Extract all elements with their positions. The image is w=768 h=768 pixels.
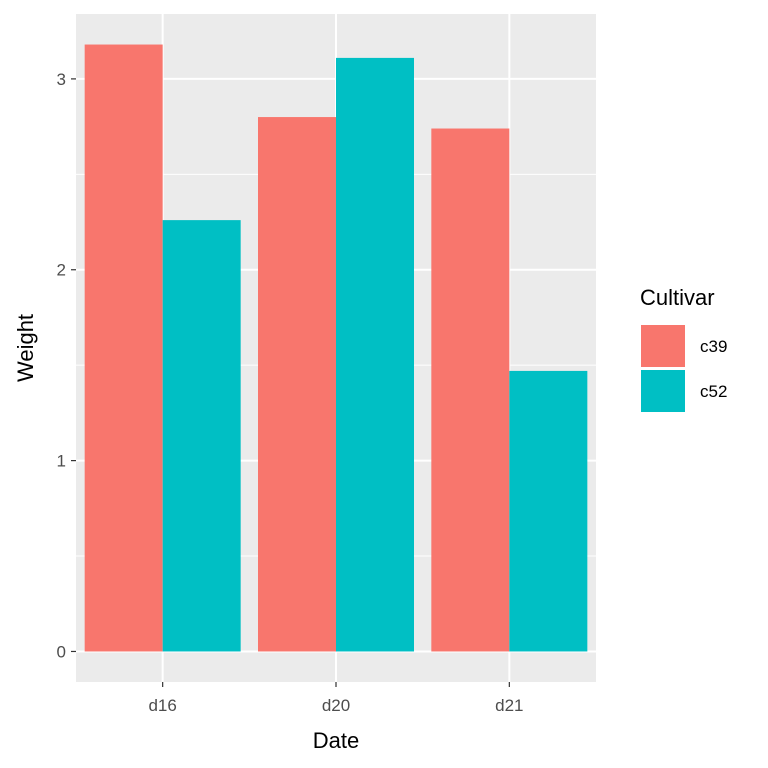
bar-c39-d20 <box>258 117 336 652</box>
y-axis-title: Weight <box>13 314 38 382</box>
y-tick-label: 0 <box>57 642 66 661</box>
legend-key-c52 <box>641 370 685 412</box>
legend-title: Cultivar <box>640 285 715 310</box>
bar-c39-d16 <box>84 44 163 652</box>
y-tick-label: 3 <box>57 70 66 89</box>
legend-label-c52: c52 <box>700 382 727 401</box>
y-tick-label: 2 <box>57 261 66 280</box>
legend: Cultivar c39 c52 <box>640 285 727 412</box>
x-tick-label: d20 <box>322 696 350 715</box>
bar-c39-d21 <box>431 128 510 652</box>
bar-c52-d16 <box>162 220 241 652</box>
bars <box>84 44 588 652</box>
legend-key-c39 <box>641 325 685 367</box>
x-tick-label: d21 <box>495 696 523 715</box>
bar-c52-d21 <box>509 370 588 652</box>
x-tick-label: d16 <box>148 696 176 715</box>
y-axis: 0 1 2 3 <box>57 70 76 661</box>
x-axis: d16 d20 d21 <box>148 682 524 715</box>
legend-label-c39: c39 <box>700 337 727 356</box>
y-tick-label: 1 <box>57 452 66 471</box>
x-axis-title: Date <box>313 728 359 753</box>
bar-c52-d20 <box>336 57 414 652</box>
